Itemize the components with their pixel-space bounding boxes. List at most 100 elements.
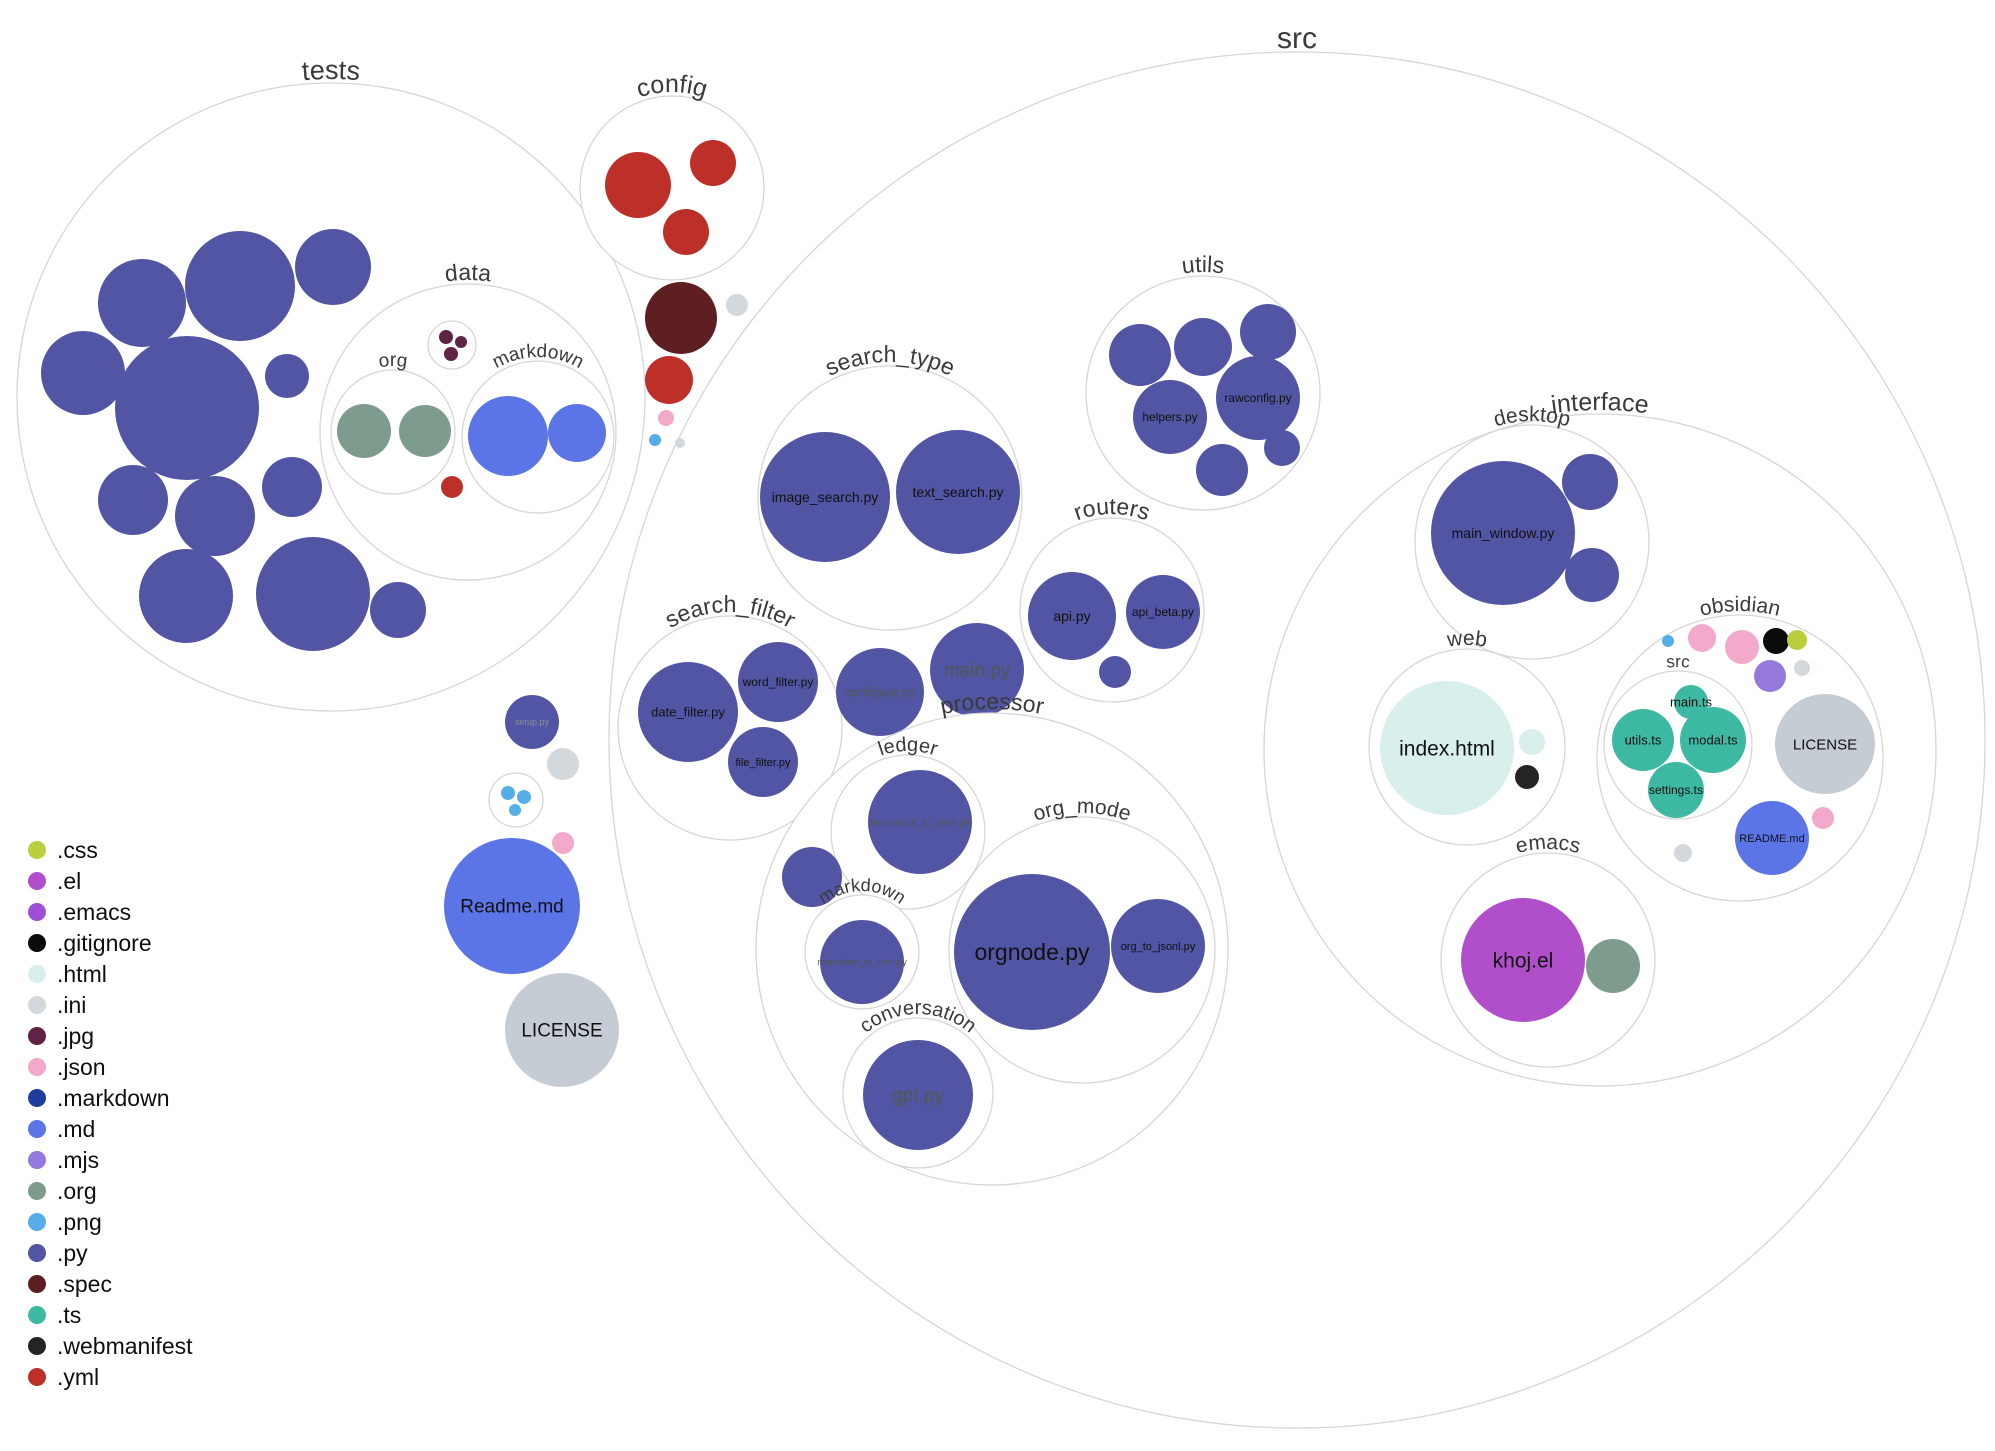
tests_py_file-circle[interactable]: [370, 582, 426, 638]
main_py-circle[interactable]: [930, 623, 1024, 717]
legend-swatch-css: [28, 841, 46, 859]
file-obsidian_png_file: [1662, 635, 1674, 647]
ini_file-circle[interactable]: [547, 748, 579, 780]
orgnode_py-circle[interactable]: [954, 874, 1110, 1030]
obsidian_json_file-circle[interactable]: [1688, 624, 1716, 652]
tests_py_file-circle[interactable]: [175, 476, 255, 556]
ini_file-circle[interactable]: [726, 294, 748, 316]
tests_py_file-circle[interactable]: [139, 549, 233, 643]
assets_group-circle[interactable]: [488, 772, 544, 828]
json_file-circle[interactable]: [658, 410, 674, 426]
file_filter_py-label: file_filter.py: [735, 757, 791, 769]
routers_py_file-circle[interactable]: [1099, 656, 1131, 688]
utils_py_file-circle[interactable]: [1196, 444, 1248, 496]
tests_py_file-circle[interactable]: [262, 457, 322, 517]
obsidian_png_file-circle[interactable]: [1662, 635, 1674, 647]
tests_py_file-circle[interactable]: [41, 331, 125, 415]
legend-swatch-png: [28, 1213, 46, 1231]
image_search_py-circle[interactable]: [760, 432, 890, 562]
tests_py_file-circle[interactable]: [295, 229, 371, 305]
dir-data_org: org: [330, 350, 456, 495]
yml_file-circle[interactable]: [645, 356, 693, 404]
file-yml_file: [605, 152, 671, 218]
markdown_to_jsonl_py-circle[interactable]: [820, 920, 904, 1004]
date_filter_py-circle[interactable]: [638, 662, 738, 762]
desktop_py_file-circle[interactable]: [1562, 454, 1618, 510]
org_file-circle[interactable]: [337, 404, 391, 458]
modal_ts-circle[interactable]: [1680, 707, 1746, 773]
tests_py_file-circle[interactable]: [265, 354, 309, 398]
md_file-circle[interactable]: [548, 404, 606, 462]
utils_ts-circle[interactable]: [1612, 709, 1674, 771]
main_window_py-circle[interactable]: [1431, 461, 1575, 605]
jpg_file-circle[interactable]: [455, 336, 467, 348]
yml_file-circle[interactable]: [605, 152, 671, 218]
interface-label: interface: [1549, 388, 1650, 419]
beancount_to_jsonl_py-circle[interactable]: [868, 770, 972, 874]
mjs_file-circle[interactable]: [1754, 660, 1786, 692]
khoj_el-circle[interactable]: [1461, 898, 1585, 1022]
obsidian_ini_file-circle[interactable]: [1794, 660, 1810, 676]
md_file-circle[interactable]: [468, 396, 548, 476]
webmanifest_file-circle[interactable]: [1515, 765, 1539, 789]
rawconfig_py-circle[interactable]: [1216, 356, 1300, 440]
jpg_file-circle[interactable]: [439, 330, 453, 344]
obsidian_json_file-circle[interactable]: [1812, 807, 1834, 829]
configure_py-circle[interactable]: [836, 648, 924, 736]
web_html_file-circle[interactable]: [1519, 729, 1545, 755]
main_py-label: main.py: [944, 661, 1011, 682]
obsidian_json_file-circle[interactable]: [1725, 630, 1759, 664]
ini_file-circle[interactable]: [675, 438, 685, 448]
css_file-circle[interactable]: [1787, 630, 1807, 650]
word_filter_py-circle[interactable]: [738, 642, 818, 722]
tests_py_file-circle[interactable]: [98, 259, 186, 347]
settings_ts-circle[interactable]: [1648, 762, 1704, 818]
utils_py_file-circle[interactable]: [1264, 430, 1300, 466]
tests_py_file-circle[interactable]: [185, 231, 295, 341]
date_filter_py-label: date_filter.py: [651, 705, 725, 720]
yml_file-circle[interactable]: [441, 476, 463, 498]
processor_py_file-circle[interactable]: [782, 847, 842, 907]
file-index_html: index.html: [1380, 681, 1514, 815]
tests_py_file-circle[interactable]: [115, 336, 259, 480]
png_file-circle[interactable]: [509, 804, 521, 816]
obsidian_ini_file-circle[interactable]: [1674, 844, 1692, 862]
jpg_file-circle[interactable]: [444, 347, 458, 361]
helpers_py-circle[interactable]: [1133, 380, 1207, 454]
png_file-circle[interactable]: [649, 434, 661, 446]
gitignore_file-circle[interactable]: [1763, 628, 1789, 654]
api_beta_py-circle[interactable]: [1126, 575, 1200, 649]
desktop_py_file-circle[interactable]: [1565, 548, 1619, 602]
file-org_file: [337, 404, 391, 458]
org_to_jsonl_py-circle[interactable]: [1111, 899, 1205, 993]
org_file-circle[interactable]: [399, 405, 451, 457]
index_html-circle[interactable]: [1380, 681, 1514, 815]
utils_py_file-circle[interactable]: [1109, 324, 1171, 386]
yml_file-circle[interactable]: [663, 209, 709, 255]
legend-swatch-html: [28, 965, 46, 983]
json_file-circle[interactable]: [552, 832, 574, 854]
png_file-circle[interactable]: [517, 790, 531, 804]
text_search_py-circle[interactable]: [896, 430, 1020, 554]
file_filter_py-circle[interactable]: [728, 727, 798, 797]
obsidian_readme_md-circle[interactable]: [1735, 801, 1809, 875]
png_file-circle[interactable]: [501, 786, 515, 800]
obsidian_license-circle[interactable]: [1775, 694, 1875, 794]
spec_file-circle[interactable]: [645, 282, 717, 354]
api_py-circle[interactable]: [1028, 572, 1116, 660]
utils_py_file-circle[interactable]: [1174, 318, 1232, 376]
readme_md-circle[interactable]: [444, 838, 580, 974]
data_images_group-circle[interactable]: [427, 320, 477, 370]
data_org-circle[interactable]: [330, 369, 456, 495]
tests_py_file-circle[interactable]: [256, 537, 370, 651]
legend-label-mjs: .mjs: [57, 1146, 100, 1173]
legend-swatch-jpg: [28, 1027, 46, 1045]
setup_py-circle[interactable]: [505, 695, 559, 749]
emacs_org_file-circle[interactable]: [1586, 939, 1640, 993]
license_file-circle[interactable]: [505, 973, 619, 1087]
utils_py_file-circle[interactable]: [1240, 304, 1296, 360]
tests_py_file-circle[interactable]: [98, 465, 168, 535]
gpt_py-circle[interactable]: [863, 1040, 973, 1150]
yml_file-circle[interactable]: [690, 140, 736, 186]
